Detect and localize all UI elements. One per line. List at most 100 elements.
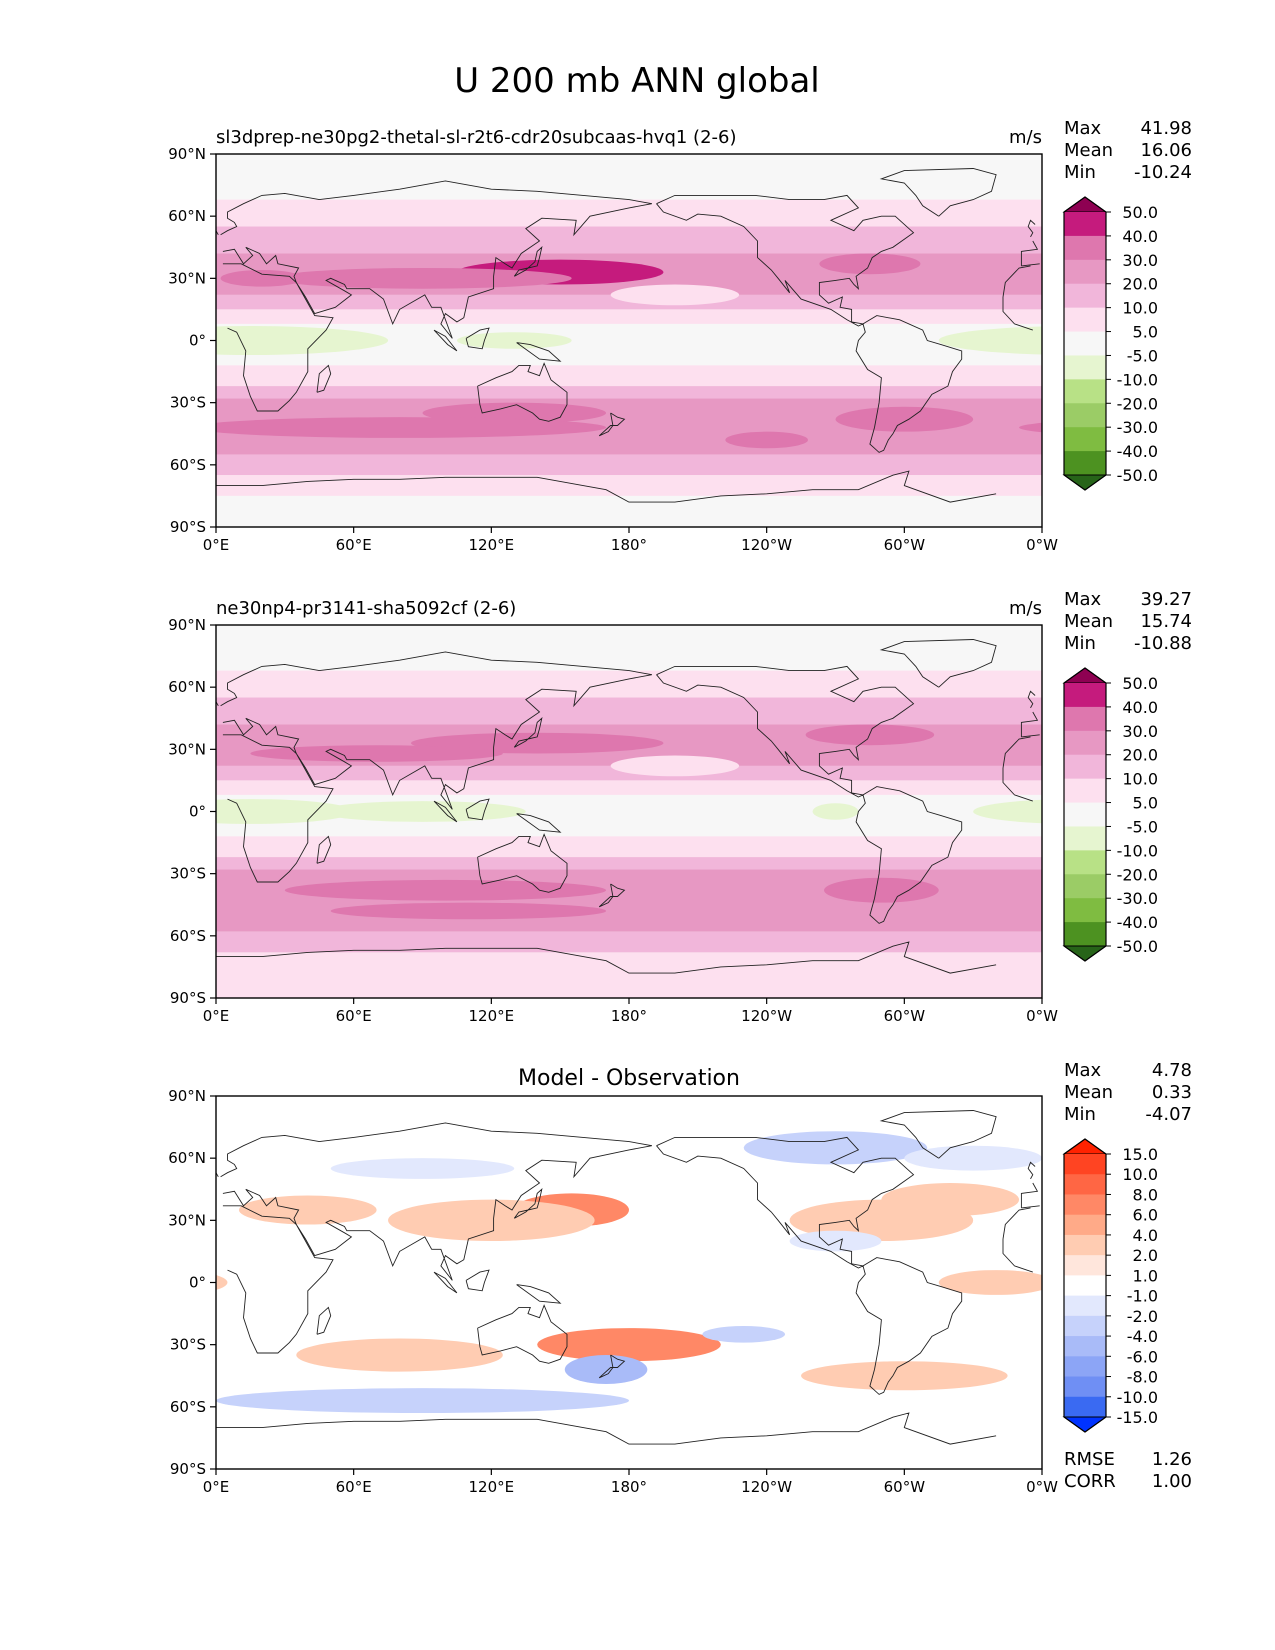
contour-region [835,406,974,432]
stat-value: 0.33 [1152,1082,1192,1103]
colorbar-segment [1064,706,1106,732]
x-tick-label: 180° [611,1478,647,1496]
stat-label: Min [1064,633,1096,654]
contour-region [1249,403,1275,424]
panel-title: ne30np4-pr3141-sha5092cf (2-6) [216,598,516,619]
colorbar-label: 40.0 [1122,698,1158,717]
contour-band [216,869,1042,932]
colorbar-segment [1064,1275,1106,1297]
contour-region [250,745,503,762]
colorbar-label: -50.0 [1117,466,1158,485]
y-tick-label: 60°N [168,678,206,696]
contour-region [1237,733,1275,754]
y-tick-label: 0° [189,332,206,350]
colorbar-label: 20.0 [1122,275,1158,294]
colorbar-segment [1064,235,1106,261]
x-tick-label: 120°E [469,536,515,554]
contour-region [1214,1200,1275,1241]
contour-region [296,1338,503,1372]
contour-region [273,267,572,289]
colorbar-label: 30.0 [1122,251,1158,270]
colorbar-label: 6.0 [1133,1206,1158,1225]
stat-value: 16.06 [1140,140,1192,161]
colorbar-label: 2.0 [1133,1246,1158,1265]
stat-label: Max [1064,118,1102,139]
contour-region [743,1131,928,1165]
stat-value: -10.24 [1134,162,1192,183]
colorbar-label: -50.0 [1117,937,1158,956]
stat-value: -4.07 [1145,1104,1192,1125]
y-tick-label: 90°N [168,145,206,163]
colorbar-segment [1064,331,1106,356]
contour-band [216,309,1042,324]
contour-region [220,270,304,287]
stat-label: Min [1064,1104,1096,1125]
colorbar-label: -5.0 [1127,817,1158,836]
contour-region [725,431,808,449]
contour-region [319,801,526,822]
stat-label: Mean [1064,1082,1113,1103]
colorbar-segment [1064,730,1106,756]
contour-region [388,1199,595,1242]
colorbar-segment [1064,683,1106,708]
stat-value: 4.78 [1152,1060,1192,1081]
coastline [216,168,1040,503]
colorbar-segment [1064,259,1106,285]
contour-band [216,931,1042,953]
colorbar-segment [1064,1396,1106,1418]
contour-region [0,724,108,745]
contour-region [564,1355,648,1385]
contour-region [216,799,354,824]
contour-region [216,1275,228,1290]
contour-band [216,475,1042,496]
contour-band [216,697,1042,725]
contour-region [973,799,1042,824]
x-tick-label: 0°W [1026,1478,1058,1496]
y-tick-label: 60°S [170,927,206,945]
x-tick-label: 0°W [1026,536,1058,554]
panel-title: Model - Observation [518,1066,740,1091]
colorbar-label: 4.0 [1133,1226,1158,1245]
contour-band [216,670,1042,698]
stat-label: Mean [1064,611,1113,632]
colorbar-segment [1064,212,1106,237]
x-tick-label: 0°W [1026,1007,1058,1025]
colorbar-label: 5.0 [1133,323,1158,342]
colorbar-label: 5.0 [1133,794,1158,813]
colorbar-segment [1064,1356,1106,1378]
contour-field [0,154,1275,527]
contour-region [0,253,94,274]
colorbar-segment [1064,754,1106,780]
colorbar-label: 50.0 [1122,203,1158,222]
contour-region [801,1361,1008,1391]
x-tick-label: 120°E [469,1478,515,1496]
colorbar-label: -15.0 [1117,1408,1158,1427]
contour-region [702,1326,786,1343]
y-tick-label: 60°N [168,1149,206,1167]
contour-field [0,625,1275,998]
colorbar-segment [1064,403,1106,428]
contour-band [216,154,1042,200]
figure-title: U 200 mb ANN global [454,61,820,101]
colorbar-label: -10.0 [1117,841,1158,860]
x-tick-label: 60°E [336,1007,372,1025]
contour-region [284,879,607,901]
panel-3: 0°E 60°E 120°E 180° 120°W 60°W 0°W 90°N 60°N 30°N… [168,1060,1275,1496]
contour-region [789,1230,882,1252]
y-tick-label: 30°S [170,865,206,883]
stat-label: RMSE [1064,1449,1115,1470]
colorbar-segment [1064,826,1106,851]
colorbar-segment [1064,427,1106,452]
colorbar-label: 30.0 [1122,722,1158,741]
colorbar-segment [1064,802,1106,827]
x-tick-label: 0°E [203,1478,230,1496]
colorbar-label: -8.0 [1127,1368,1158,1387]
colorbar-segment [1064,1336,1106,1357]
contour-region [0,803,32,820]
contour-region [812,803,859,820]
y-tick-label: 60°S [170,456,206,474]
colorbar-label: -40.0 [1117,442,1158,461]
colorbar-label: -20.0 [1117,865,1158,884]
contour-band [216,386,1042,399]
contour-region [216,325,389,356]
